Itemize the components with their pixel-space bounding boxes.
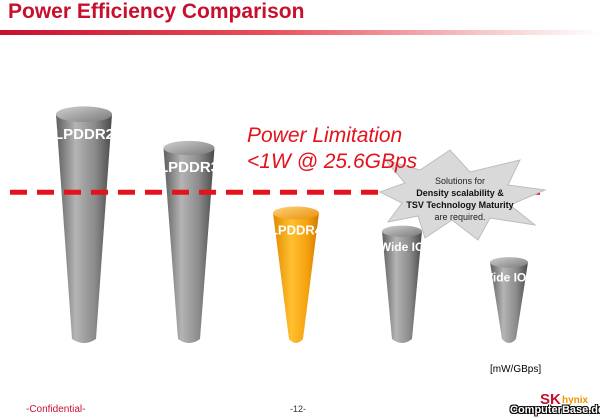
units-label: [mW/GBps] [490,364,542,375]
power-limit-label: Power Limitation [247,124,403,147]
bar-label-lpddr2: LPDDR2 [54,126,114,143]
bar-cap-wide-io [382,225,422,237]
bar-cap-lpddr2 [56,106,112,123]
bars-group: LPDDR2 LPDDR3 LPDDR4 Wide IO Wide IO 2 [54,106,537,343]
bar-label-lpddr4: LPDDR4 [270,222,323,237]
bar-lpddr3 [163,148,215,343]
bar-lpddr4 [273,213,319,343]
note-line-2: Density scalability & [416,188,504,198]
confidential-label: -Confidential- [26,404,86,415]
watermark-text: ComputerBase.de [510,404,600,416]
bar-label-wide-io: Wide IO [380,240,425,254]
bar-cap-lpddr4 [273,206,319,220]
logo-sk-text: SK [540,391,561,408]
page-title: Power Efficiency Comparison [8,0,305,23]
note-line-3: TSV Technology Maturity [406,200,513,210]
title-rule [0,30,600,35]
bar-cap-wide-io-2 [490,257,528,268]
bar-wide-io [382,231,422,343]
note-line-4: are required. [434,212,485,222]
bar-cap-lpddr3 [163,140,215,156]
note-starburst: Solutions for Density scalability & TSV … [378,149,547,241]
bar-label-lpddr3: LPDDR3 [159,159,219,176]
note-line-1: Solutions for [435,176,485,186]
power-limit-value: <1W @ 25.6GBps [247,150,418,173]
bar-lpddr2 [56,114,112,343]
page-number: -12- [290,404,307,414]
sk-hynix-logo: SK hynix ComputerBase.de [510,391,600,417]
bar-label-wide-io-2: Wide IO 2 [482,271,537,285]
bar-wide-io-2 [490,262,528,343]
starburst-shape [378,149,547,241]
logo-hynix-text: hynix [562,395,589,406]
